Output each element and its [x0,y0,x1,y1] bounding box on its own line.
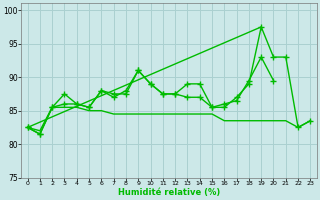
X-axis label: Humidité relative (%): Humidité relative (%) [118,188,220,197]
